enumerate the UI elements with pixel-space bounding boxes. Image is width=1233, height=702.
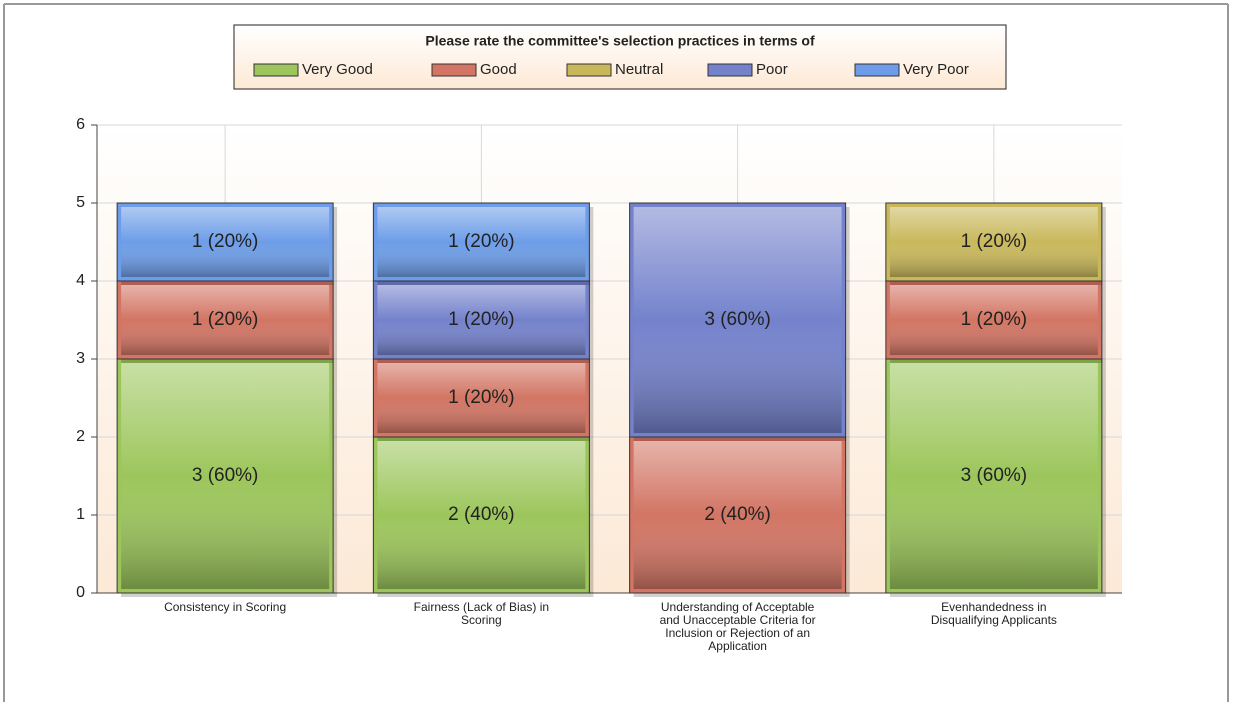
legend-label: Very Good xyxy=(302,61,373,78)
legend-label: Poor xyxy=(756,61,788,78)
bar-shade xyxy=(889,207,1098,277)
legend-label: Good xyxy=(480,61,517,78)
x-tick-label: Fairness (Lack of Bias) in Scoring xyxy=(414,600,549,627)
x-tick-label: Understanding of Acceptable and Unaccepta… xyxy=(660,600,816,653)
legend-label: Very Poor xyxy=(903,61,969,78)
bar-shade xyxy=(121,363,330,589)
bar-shade xyxy=(633,207,842,433)
bar-shade xyxy=(633,441,842,589)
y-tick-label: 6 xyxy=(76,116,85,133)
data-label: 1 (20%) xyxy=(192,309,259,330)
y-tick-label: 3 xyxy=(76,350,85,367)
data-label: 1 (20%) xyxy=(192,231,259,252)
legend-swatch xyxy=(253,63,299,77)
data-label: 3 (60%) xyxy=(704,309,771,330)
y-tick-label: 4 xyxy=(76,272,85,289)
data-label: 1 (20%) xyxy=(448,231,515,252)
legend-swatch xyxy=(854,63,900,77)
legend-label: Neutral xyxy=(615,61,663,78)
y-tick-label: 0 xyxy=(76,584,85,601)
legend-swatch xyxy=(431,63,477,77)
data-label: 2 (40%) xyxy=(448,504,515,525)
x-tick-label: Evenhandedness in Disqualifying Applicant… xyxy=(931,600,1057,627)
x-tick-label: Consistency in Scoring xyxy=(164,600,286,614)
y-tick-label: 1 xyxy=(76,506,85,523)
data-label: 2 (40%) xyxy=(704,504,771,525)
bar-shade xyxy=(377,363,586,433)
bar-shade xyxy=(377,441,586,589)
bar-shade xyxy=(377,207,586,277)
legend xyxy=(233,24,1007,90)
data-label: 1 (20%) xyxy=(448,309,515,330)
bar-shade xyxy=(889,285,1098,355)
bar-shade xyxy=(377,285,586,355)
y-tick-label: 5 xyxy=(76,194,85,211)
legend-swatch xyxy=(707,63,753,77)
data-label: 1 (20%) xyxy=(961,309,1028,330)
bar-shade xyxy=(889,363,1098,589)
data-label: 1 (20%) xyxy=(961,231,1028,252)
chart-title: Please rate the committee's selection pr… xyxy=(425,33,815,49)
y-tick-label: 2 xyxy=(76,428,85,445)
data-label: 1 (20%) xyxy=(448,387,515,408)
data-label: 3 (60%) xyxy=(961,465,1028,486)
bar-shade xyxy=(121,285,330,355)
data-label: 3 (60%) xyxy=(192,465,259,486)
bar-shade xyxy=(121,207,330,277)
legend-swatch xyxy=(566,63,612,77)
